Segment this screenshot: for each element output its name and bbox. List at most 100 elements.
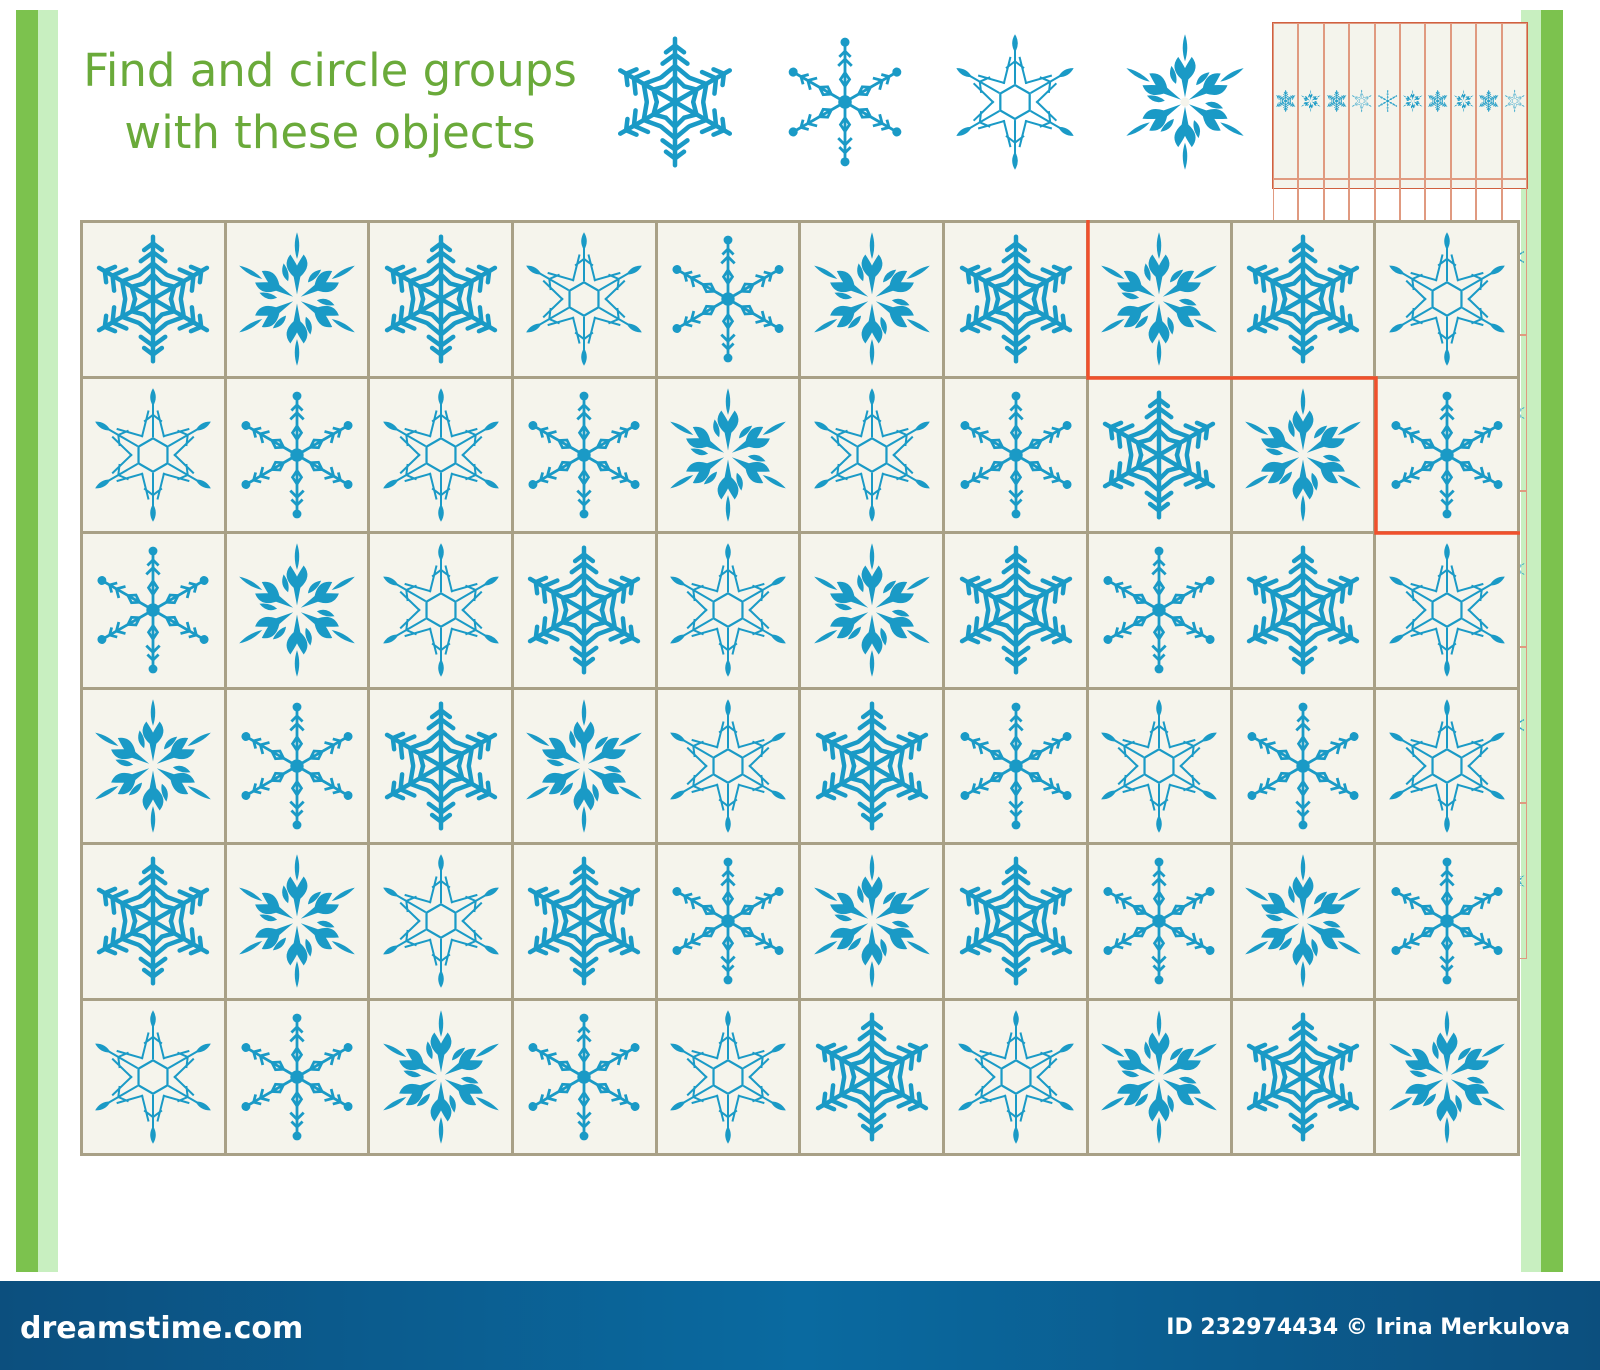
- grid-cell-r4-c6[interactable]: [801, 689, 943, 842]
- grid-cell-r2-c6[interactable]: [801, 378, 943, 531]
- dot-snowflake-icon: [228, 697, 366, 835]
- grid-cell-r5-c7[interactable]: [945, 845, 1086, 998]
- grid-cell-r5-c1[interactable]: [83, 845, 224, 998]
- dot-snowflake-icon: [659, 852, 797, 990]
- grid-cell-r6-c9[interactable]: [1232, 1000, 1374, 1153]
- reference-hex-snowflake: [945, 32, 1095, 172]
- answer-thumbnail: [1272, 22, 1528, 959]
- grid-cell-r6-c4[interactable]: [514, 1000, 655, 1153]
- fern-snowflake-icon: [605, 32, 745, 172]
- grid-cell-r1-c4[interactable]: [514, 223, 655, 376]
- grid-cell-r1-c2[interactable]: [226, 223, 368, 376]
- hex-snowflake-icon: [659, 1008, 797, 1146]
- grid-cell-r5-c8[interactable]: [1088, 845, 1230, 998]
- grid-cell-r1-c7[interactable]: [945, 223, 1086, 376]
- grid-cell-r4-c9[interactable]: [1232, 689, 1374, 842]
- grid-cell-r1-c8[interactable]: [1088, 223, 1230, 376]
- ornate-snowflake-icon: [803, 230, 941, 368]
- grid-cell-r3-c2[interactable]: [226, 534, 368, 687]
- grid-cell-r4-c10[interactable]: [1376, 689, 1517, 842]
- dot-snowflake-icon: [228, 1008, 366, 1146]
- grid-cell-r3-c10[interactable]: [1376, 534, 1517, 687]
- grid-cell-r1-c9[interactable]: [1232, 223, 1374, 376]
- hex-snowflake-icon: [1503, 24, 1526, 178]
- grid-cell-r3-c5[interactable]: [657, 534, 799, 687]
- hex-snowflake-icon: [1378, 541, 1516, 679]
- grid-cell-r6-c10[interactable]: [1376, 1000, 1517, 1153]
- grid-cell-r6-c2[interactable]: [226, 1000, 368, 1153]
- grid-cell-r2-c3[interactable]: [370, 378, 512, 531]
- dot-snowflake-icon: [659, 230, 797, 368]
- ornate-snowflake-icon: [228, 852, 366, 990]
- grid-cell-r2-c9[interactable]: [1232, 378, 1374, 531]
- grid-cell-r2-c4[interactable]: [514, 378, 655, 531]
- fern-snowflake-icon: [372, 697, 510, 835]
- grid-cell-r3-c1[interactable]: [83, 534, 224, 687]
- grid-cell-r2-c7[interactable]: [945, 378, 1086, 531]
- ornate-snowflake-icon: [1378, 1008, 1516, 1146]
- grid-cell-r4-c4[interactable]: [514, 689, 655, 842]
- ornate-snowflake-icon: [515, 697, 653, 835]
- hex-snowflake-icon: [945, 32, 1085, 172]
- grid-cell-r1-c6[interactable]: [801, 223, 943, 376]
- hex-snowflake-icon: [947, 1008, 1085, 1146]
- ornate-snowflake-icon: [1090, 1008, 1228, 1146]
- grid-cell-r4-c1[interactable]: [83, 689, 224, 842]
- ornate-snowflake-icon: [372, 1008, 510, 1146]
- grid-cell-r1-c1[interactable]: [83, 223, 224, 376]
- ornate-snowflake-icon: [1234, 852, 1372, 990]
- grid-cell-r2-c8[interactable]: [1088, 378, 1230, 531]
- hex-snowflake-icon: [1350, 24, 1373, 178]
- grid-cell-r1-c5[interactable]: [657, 223, 799, 376]
- grid-cell-r5-c6[interactable]: [801, 845, 943, 998]
- grid-cell-r5-c5[interactable]: [657, 845, 799, 998]
- grid-cell-r3-c6[interactable]: [801, 534, 943, 687]
- dot-snowflake-icon: [947, 386, 1085, 524]
- grid-cell-r5-c2[interactable]: [226, 845, 368, 998]
- fern-snowflake-icon: [1234, 1008, 1372, 1146]
- grid-cell-r6-c5[interactable]: [657, 1000, 799, 1153]
- right-border-stripe: [1541, 10, 1563, 1272]
- grid-cell-r4-c7[interactable]: [945, 689, 1086, 842]
- thumbnail-cell: [1450, 23, 1477, 179]
- grid-cell-r6-c8[interactable]: [1088, 1000, 1230, 1153]
- dot-snowflake-icon: [947, 697, 1085, 835]
- grid-cell-r2-c1[interactable]: [83, 378, 224, 531]
- dot-snowflake-icon: [515, 386, 653, 524]
- grid-cell-r3-c4[interactable]: [514, 534, 655, 687]
- grid-cell-r2-c5[interactable]: [657, 378, 799, 531]
- dot-snowflake-icon: [775, 32, 915, 172]
- ornate-snowflake-icon: [1234, 386, 1372, 524]
- thumbnail-cell: [1501, 23, 1527, 179]
- grid-cell-r1-c3[interactable]: [370, 223, 512, 376]
- grid-cell-r6-c7[interactable]: [945, 1000, 1086, 1153]
- title-line-2: with these objects: [124, 106, 536, 159]
- thumbnail-cell: [1349, 23, 1375, 179]
- grid-cell-r2-c2[interactable]: [226, 378, 368, 531]
- grid-cell-r6-c6[interactable]: [801, 1000, 943, 1153]
- grid-cell-r4-c5[interactable]: [657, 689, 799, 842]
- grid-cell-r6-c1[interactable]: [83, 1000, 224, 1153]
- grid-cell-r3-c3[interactable]: [370, 534, 512, 687]
- grid-cell-r2-c10[interactable]: [1376, 378, 1517, 531]
- grid-cell-r1-c10[interactable]: [1376, 223, 1517, 376]
- ornate-snowflake-icon: [1090, 230, 1228, 368]
- title-line-1: Find and circle groups: [83, 44, 577, 97]
- fern-snowflake-icon: [372, 230, 510, 368]
- grid-cell-r4-c3[interactable]: [370, 689, 512, 842]
- grid-cell-r5-c3[interactable]: [370, 845, 512, 998]
- grid-cell-r3-c7[interactable]: [945, 534, 1086, 687]
- grid-cell-r3-c8[interactable]: [1088, 534, 1230, 687]
- grid-cell-r6-c3[interactable]: [370, 1000, 512, 1153]
- grid-cell-r3-c9[interactable]: [1232, 534, 1374, 687]
- fern-snowflake-icon: [515, 541, 653, 679]
- grid-cell-r4-c2[interactable]: [226, 689, 368, 842]
- grid-cell-r5-c10[interactable]: [1376, 845, 1517, 998]
- grid-cell-r4-c8[interactable]: [1088, 689, 1230, 842]
- dot-snowflake-icon: [1090, 541, 1228, 679]
- hex-snowflake-icon: [659, 697, 797, 835]
- grid-cell-r5-c9[interactable]: [1232, 845, 1374, 998]
- footer-bar: dreamstime.com ID 232974434 © Irina Merk…: [0, 1281, 1600, 1370]
- hex-snowflake-icon: [515, 230, 653, 368]
- grid-cell-r5-c4[interactable]: [514, 845, 655, 998]
